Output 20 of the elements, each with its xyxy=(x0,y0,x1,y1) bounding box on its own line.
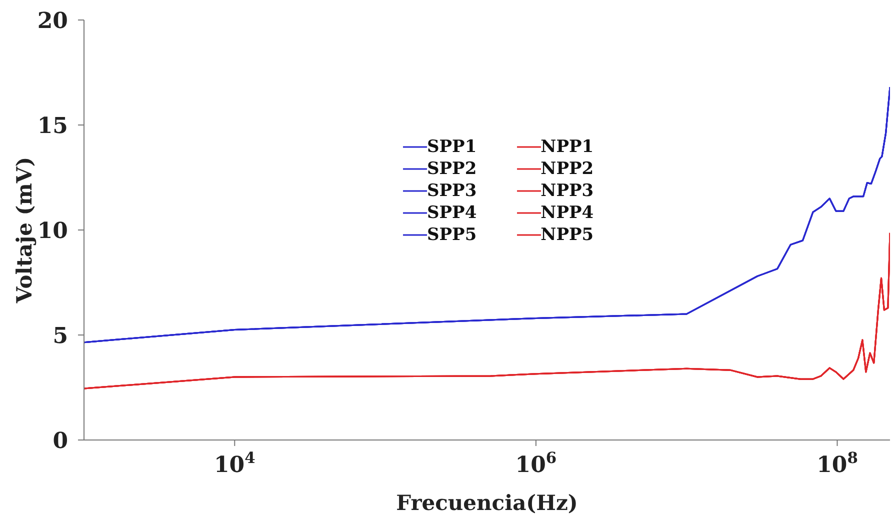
y-tick-label: 20 xyxy=(37,8,68,34)
y-axis-title: Voltaje (mV) xyxy=(12,156,36,304)
legend-label: NPP5 xyxy=(540,225,594,245)
legend-label: SPP2 xyxy=(427,159,477,179)
x-axis-title: Frecuencia(Hz) xyxy=(396,490,578,515)
y-tick-label: 5 xyxy=(52,323,68,349)
y-tick-label: 10 xyxy=(37,218,68,244)
legend-label: SPP3 xyxy=(427,181,477,201)
legend-label: SPP1 xyxy=(427,137,477,157)
x-tick-label: 10$^{4}$ xyxy=(214,449,256,478)
y-tick-label: 0 xyxy=(52,428,68,454)
legend-label: NPP4 xyxy=(540,203,594,223)
legend-label: NPP2 xyxy=(540,159,594,179)
legend-label: NPP1 xyxy=(540,137,594,157)
legend-label: NPP3 xyxy=(540,181,594,201)
legend-label: SPP5 xyxy=(427,225,477,245)
y-tick-label: 15 xyxy=(37,113,68,139)
legend-label: SPP4 xyxy=(427,203,477,223)
x-tick-label: 10$^{8}$ xyxy=(816,449,858,478)
x-tick-label: 10$^{6}$ xyxy=(515,449,557,478)
